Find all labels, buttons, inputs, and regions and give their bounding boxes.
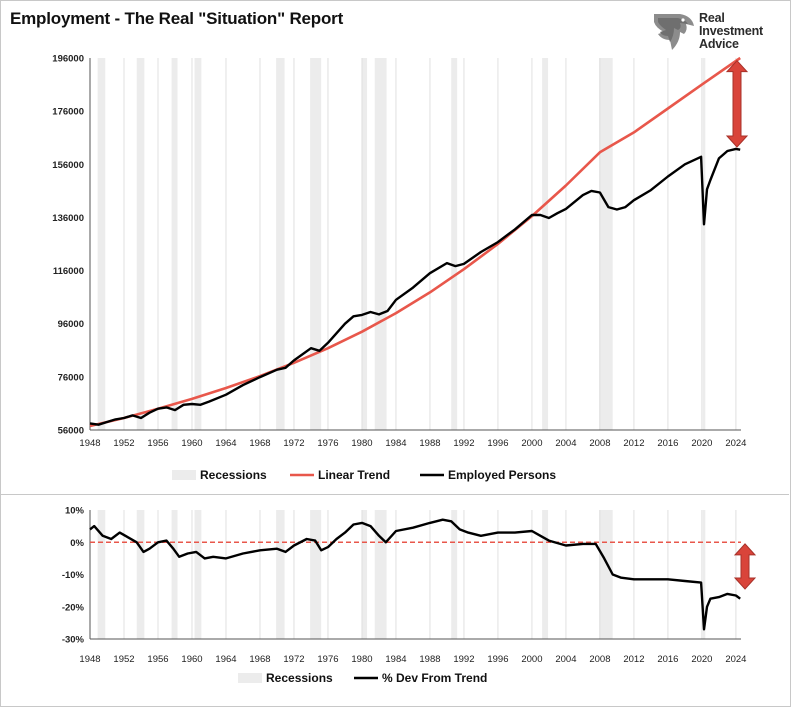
- top-double-arrow-icon: [725, 59, 749, 148]
- bottom-x-tick-label-14: 2004: [555, 654, 576, 665]
- eagle-icon: [654, 14, 694, 50]
- top-x-tick-label-9: 1984: [385, 438, 406, 449]
- bottom-x-tick-label-19: 2024: [725, 654, 746, 665]
- top-x-tick-label-14: 2004: [555, 438, 576, 449]
- top-recession-band-10: [599, 58, 613, 430]
- top-recession-band-0: [97, 58, 106, 430]
- top-y-tick-label-1: 76000: [58, 372, 84, 383]
- bottom-x-tick-label-8: 1980: [351, 654, 372, 665]
- bottom-y-tick-label-1: -20%: [62, 602, 85, 613]
- top-recession-band-8: [451, 58, 458, 430]
- top-x-tick-label-5: 1968: [249, 438, 270, 449]
- top-x-tick-label-6: 1972: [283, 438, 304, 449]
- top-recession-band-7: [374, 58, 387, 430]
- top-x-tick-label-13: 2000: [521, 438, 542, 449]
- bottom-recession-band-9: [542, 510, 549, 639]
- bottom-x-tick-label-2: 1956: [147, 654, 168, 665]
- bottom-x-tick-label-4: 1964: [215, 654, 236, 665]
- bottom-x-tick-label-0: 1948: [79, 654, 100, 665]
- top-legend-label-2: Employed Persons: [448, 468, 556, 482]
- top-series-employed-persons: [89, 147, 741, 426]
- top-recession-band-11: [702, 58, 706, 430]
- bottom-recession-band-1: [136, 510, 145, 639]
- bottom-x-tick-label-6: 1972: [283, 654, 304, 665]
- bottom-series-pct-dev-from-trend: [89, 518, 741, 631]
- bottom-x-tick-label-13: 2000: [521, 654, 542, 665]
- top-x-tick-label-7: 1976: [317, 438, 338, 449]
- bottom-legend-label-1: % Dev From Trend: [382, 671, 487, 685]
- bottom-y-tick-label-3: 0%: [70, 538, 84, 549]
- top-x-tick-label-0: 1948: [79, 438, 100, 449]
- bottom-x-tick-label-7: 1976: [317, 654, 338, 665]
- top-x-tick-label-2: 1956: [147, 438, 168, 449]
- top-y-tick-label-2: 96000: [58, 319, 84, 330]
- top-y-tick-label-6: 176000: [52, 107, 84, 118]
- top-x-tick-label-19: 2024: [725, 438, 746, 449]
- bottom-x-tick-label-18: 2020: [691, 654, 712, 665]
- bottom-x-tick-label-1: 1952: [113, 654, 134, 665]
- top-recession-band-3: [194, 58, 202, 430]
- top-x-tick-label-17: 2016: [657, 438, 678, 449]
- bottom-recession-band-5: [310, 510, 322, 639]
- panel-divider: [0, 494, 789, 495]
- top-recession-band-2: [171, 58, 178, 430]
- top-recession-band-9: [542, 58, 549, 430]
- top-legend-swatch-recessions: [172, 470, 196, 480]
- top-series-linear-trend: [89, 56, 741, 428]
- bottom-recession-band-2: [171, 510, 178, 639]
- top-legend-label-0: Recessions: [200, 468, 267, 482]
- top-x-tick-label-8: 1980: [351, 438, 372, 449]
- top-x-tick-label-10: 1988: [419, 438, 440, 449]
- top-recession-band-5: [310, 58, 322, 430]
- bottom-double-arrow-icon: [733, 543, 757, 590]
- bottom-recession-band-6: [361, 510, 368, 639]
- bottom-x-tick-label-3: 1960: [181, 654, 202, 665]
- bottom-legend-label-0: Recessions: [266, 671, 333, 685]
- bottom-recession-band-8: [451, 510, 458, 639]
- bottom-x-tick-label-9: 1984: [385, 654, 406, 665]
- bottom-legend-swatch-recessions: [238, 673, 262, 683]
- bottom-x-tick-label-16: 2012: [623, 654, 644, 665]
- top-y-tick-label-3: 116000: [53, 266, 84, 277]
- bottom-y-tick-label-2: -10%: [62, 570, 85, 581]
- top-x-tick-label-11: 1992: [453, 438, 474, 449]
- top-x-tick-label-1: 1952: [113, 438, 134, 449]
- top-x-tick-label-12: 1996: [487, 438, 508, 449]
- bottom-x-tick-label-5: 1968: [249, 654, 270, 665]
- logo-text-line2: Investment: [699, 24, 763, 38]
- logo-text-line1: Real: [699, 11, 725, 25]
- bottom-y-tick-label-4: 10%: [65, 506, 85, 517]
- bottom-x-tick-label-12: 1996: [487, 654, 508, 665]
- page-title: Employment - The Real "Situation" Report: [10, 9, 344, 28]
- bottom-recession-band-10: [599, 510, 613, 639]
- top-y-tick-label-4: 136000: [52, 213, 84, 224]
- top-recession-band-1: [136, 58, 145, 430]
- top-x-tick-label-4: 1964: [215, 438, 236, 449]
- bottom-recession-band-7: [374, 510, 387, 639]
- top-y-tick-label-0: 56000: [58, 426, 84, 437]
- top-x-tick-label-3: 1960: [181, 438, 202, 449]
- bottom-recession-band-0: [97, 510, 106, 639]
- brand-logo: Real Investment Advice: [650, 10, 785, 54]
- logo-text-line3: Advice: [699, 37, 739, 51]
- top-recession-band-6: [361, 58, 368, 430]
- bottom-x-tick-label-10: 1988: [419, 654, 440, 665]
- top-x-tick-label-18: 2020: [691, 438, 712, 449]
- top-legend-label-1: Linear Trend: [318, 468, 390, 482]
- bottom-x-tick-label-15: 2008: [589, 654, 610, 665]
- bottom-x-tick-label-17: 2016: [657, 654, 678, 665]
- bottom-recession-band-4: [276, 510, 285, 639]
- bottom-x-tick-label-11: 1992: [453, 654, 474, 665]
- bottom-y-tick-label-0: -30%: [62, 635, 85, 646]
- top-x-tick-label-16: 2012: [623, 438, 644, 449]
- top-y-tick-label-7: 196000: [52, 54, 84, 65]
- bottom-recession-band-3: [194, 510, 202, 639]
- top-y-tick-label-5: 156000: [52, 160, 84, 171]
- top-x-tick-label-15: 2008: [589, 438, 610, 449]
- top-recession-band-4: [276, 58, 285, 430]
- bottom-recession-band-11: [702, 510, 706, 639]
